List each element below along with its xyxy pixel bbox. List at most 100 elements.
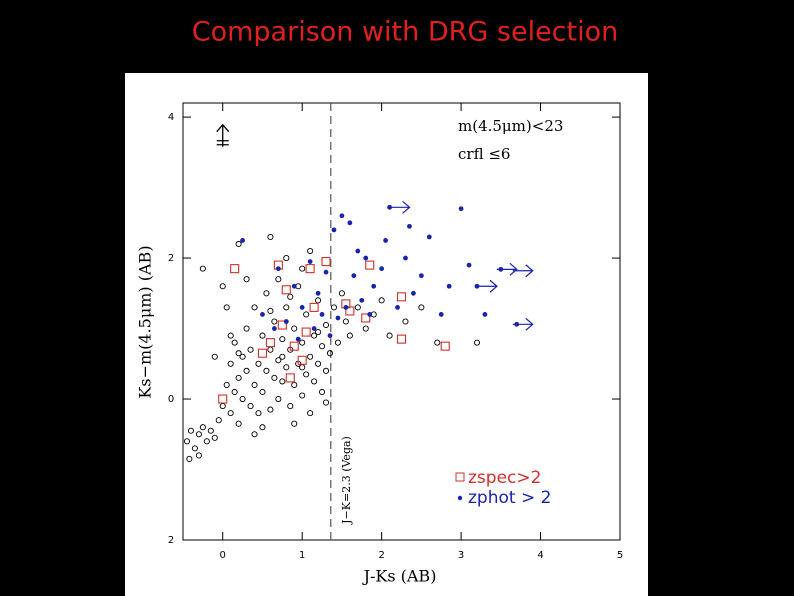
zspec-point [396, 334, 407, 344]
y-tick-label: 0 [168, 394, 174, 405]
x-tick-label: 4 [537, 550, 543, 561]
y-tick-label: 2 [168, 535, 174, 546]
right-limit-arrow [476, 279, 498, 293]
zphot-point [315, 290, 321, 296]
zspec-point [396, 292, 407, 302]
point [291, 325, 298, 332]
zphot-point [335, 315, 341, 321]
zphot-point [395, 305, 400, 310]
point [251, 431, 258, 438]
y-tick-label: 2 [168, 253, 174, 264]
point [191, 445, 198, 452]
point [311, 378, 318, 385]
point [299, 392, 306, 399]
point [291, 420, 298, 427]
point [318, 343, 326, 350]
point [418, 304, 425, 311]
right-limit-arrow [512, 264, 534, 278]
point [322, 367, 330, 374]
zphot-point [323, 269, 329, 275]
x-tick-label: 3 [458, 550, 464, 561]
zphot-point [291, 283, 297, 289]
point [354, 304, 361, 311]
zspec-point [345, 306, 355, 316]
point [186, 455, 193, 462]
point [283, 255, 290, 262]
point [227, 360, 234, 367]
zphot-point [275, 266, 281, 272]
point [231, 388, 238, 396]
zphot-point [295, 336, 301, 342]
point [473, 339, 481, 346]
point [219, 283, 226, 290]
point [251, 304, 258, 311]
x-axis-label: J-Ks (AB) [362, 567, 437, 586]
zphot-point [347, 220, 353, 226]
zphot-point [482, 312, 488, 317]
zphot-point [331, 227, 337, 233]
zphot-point [426, 234, 432, 240]
point [318, 388, 326, 396]
zphot-point [311, 326, 317, 331]
zphot-point [327, 333, 333, 338]
point [223, 381, 230, 388]
zspec-point [309, 302, 319, 312]
point [315, 360, 322, 367]
zspec-point [257, 348, 268, 358]
point [378, 297, 385, 304]
point [299, 265, 306, 272]
zphot-point [355, 248, 361, 254]
zspec-point [277, 320, 287, 330]
annotation: crfl ≤6 [458, 145, 510, 163]
zphot-point [411, 290, 416, 296]
point [195, 431, 202, 438]
plot-frame [182, 102, 621, 541]
upper-limit-arrow [216, 123, 230, 147]
point [271, 318, 278, 325]
zphot-point [403, 255, 408, 261]
point [279, 353, 286, 360]
zspec-point [305, 264, 315, 274]
zphot-point [240, 238, 245, 243]
point [283, 364, 290, 371]
point [239, 395, 246, 403]
annotation: m(4.5μm)<23 [458, 117, 563, 135]
zphot-point [260, 312, 265, 317]
zspec-point [361, 313, 371, 323]
point [275, 276, 282, 283]
y-tick-label: 4 [168, 112, 174, 123]
point [235, 374, 242, 381]
point [283, 304, 290, 311]
figure-panel [125, 73, 648, 596]
point [195, 452, 202, 459]
point [386, 332, 393, 339]
point [322, 399, 330, 406]
point [330, 304, 338, 311]
point [287, 403, 294, 410]
legend-label: zphot > 2 [468, 488, 551, 508]
point [243, 276, 250, 283]
point [307, 410, 314, 417]
point [203, 438, 210, 445]
right-limit-arrow [389, 200, 411, 214]
zphot-point [299, 305, 305, 310]
point [346, 332, 353, 339]
point [362, 325, 369, 332]
point [259, 424, 266, 431]
zspec-point [365, 260, 375, 270]
point [279, 336, 286, 343]
point [402, 318, 409, 325]
point [247, 346, 254, 353]
point [275, 357, 282, 364]
point [239, 353, 246, 360]
point [251, 381, 258, 388]
point [307, 353, 314, 360]
point [267, 307, 274, 314]
point [275, 395, 282, 403]
zspec-point [218, 394, 228, 404]
legend-swatch [455, 472, 465, 482]
x-tick-label: 2 [378, 550, 384, 561]
right-limit-arrow [496, 262, 518, 276]
point [263, 290, 270, 297]
